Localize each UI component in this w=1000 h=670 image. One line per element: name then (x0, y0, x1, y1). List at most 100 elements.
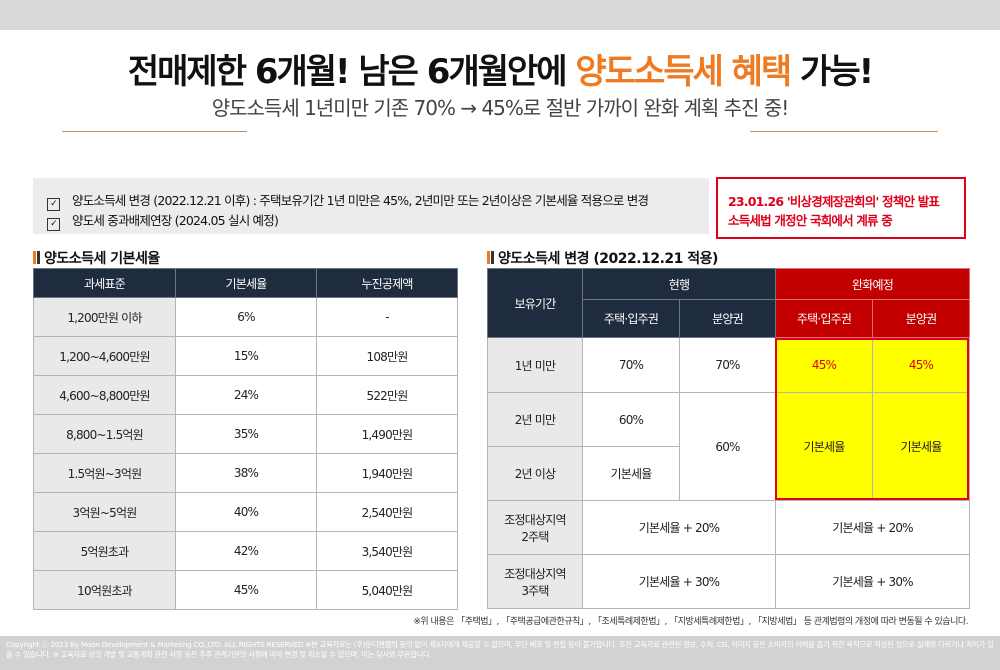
table-row: 1.5억원~3억원 38% 1,940만원 (33, 453, 458, 493)
notes-box: ✓ 양도소득세 변경 (2022.12.21 이후) : 주택보유기간 1년 미만… (33, 178, 709, 234)
planned-rate-cell: 기본세율 + 30% (775, 554, 971, 609)
section-marker-icon (37, 251, 40, 264)
planned-rate-cell: 45% (872, 337, 971, 393)
tax-rate: 45% (175, 570, 317, 610)
tax-rate: 15% (175, 336, 317, 376)
rate-cell: 기본세율 (582, 446, 680, 501)
section-marker-icon (491, 251, 494, 264)
column-header: 분양권 (678, 299, 777, 338)
top-bar (0, 0, 1000, 30)
table-header-row: 과세표준 기본세율 누진공제액 (33, 268, 458, 298)
tax-rate: 38% (175, 453, 317, 493)
label-line: 조정대상지역 (504, 512, 566, 527)
table-row: 3억원~5억원 40% 2,540만원 (33, 492, 458, 532)
period-label: 조정대상지역 3주택 (487, 554, 583, 609)
tax-rate: 24% (175, 375, 317, 415)
deduction: 5,040만원 (316, 570, 458, 610)
tax-bracket: 10억원초과 (33, 570, 176, 610)
title-text-a: 전매제한 6개월! 남은 6개월안에 (127, 52, 576, 92)
tax-bracket: 5억원초과 (33, 531, 176, 571)
period-label: 1년 미만 (487, 337, 583, 393)
copyright-bar: Copyright ⓒ 2023 By Moon Development & M… (0, 636, 1000, 670)
table-header-row: 보유기간 현행 완화예정 (487, 268, 971, 338)
title-highlight: 양도소득세 혜택 (575, 52, 792, 92)
section-title-text: 양도소득세 변경 (2022.12.21 적용) (498, 251, 718, 267)
label-line: 3주택 (521, 583, 549, 598)
column-header-period: 보유기간 (487, 268, 583, 338)
tax-bracket: 8,800~1.5억원 (33, 414, 176, 454)
planned-rate-cell: 기본세율 (775, 392, 874, 501)
label-line: 조정대상지역 (504, 566, 566, 581)
page-subtitle: 양도소득세 1년미만 기존 70% → 45%로 절반 가까이 완화 계획 추진… (211, 96, 790, 120)
note-text: 양도소득세 변경 (2022.12.21 이후) : 주택보유기간 1년 미만은… (72, 193, 649, 208)
column-header: 과세표준 (33, 268, 176, 298)
tax-rate: 35% (175, 414, 317, 454)
rate-cell: 60% (678, 392, 777, 501)
deduction: 1,490만원 (316, 414, 458, 454)
rate-cell: 70% (582, 337, 680, 393)
note-text: 양도세 중과배제연장 (2024.05 실시 예정) (72, 213, 279, 228)
deduction: 108만원 (316, 336, 458, 376)
rate-cell: 70% (678, 337, 777, 393)
planned-rate-cell: 기본세율 + 20% (775, 500, 971, 555)
rate-cell: 60% (582, 392, 680, 447)
planned-rate-cell: 45% (775, 337, 874, 393)
section-marker-icon (33, 251, 36, 264)
section-marker-icon (487, 251, 490, 264)
deduction: 2,540만원 (316, 492, 458, 532)
tax-rate: 40% (175, 492, 317, 532)
tax-rate: 6% (175, 297, 317, 337)
deduction: 522만원 (316, 375, 458, 415)
tax-change-table: 보유기간 현행 완화예정 주택·입주권 분양권 주택·입주권 분양권 1년 미만… (487, 268, 971, 609)
tax-bracket: 3억원~5억원 (33, 492, 176, 532)
table-row: 5억원초과 42% 3,540만원 (33, 531, 458, 571)
column-header: 주택·입주권 (582, 299, 680, 338)
tax-bracket: 1.5억원~3억원 (33, 453, 176, 493)
alert-line-1: 23.01.26 '비상경제장관회의' 정책안 발표 (728, 194, 940, 209)
basic-rate-table: 과세표준 기본세율 누진공제액 1,200만원 이하 6% - 1,200~4,60… (33, 268, 458, 610)
table-row: 2년 미만 60% 60% 기본세율 기본세율 (487, 392, 971, 501)
footnote: ※위 내용은 「주택법」, 「주택공급에관한규칙」, 「조세특례제한법」, 「지… (413, 617, 968, 627)
tax-bracket: 1,200~4,600만원 (33, 336, 176, 376)
table-header-row: 주택·입주권 분양권 주택·입주권 분양권 (488, 299, 971, 338)
alert-line-2: 소득세법 개정안 국회에서 계류 중 (728, 213, 893, 228)
deduction: - (316, 297, 458, 337)
divider-right (750, 131, 938, 132)
label-line: 2주택 (521, 529, 549, 544)
deduction: 3,540만원 (316, 531, 458, 571)
page-title: 전매제한 6개월! 남은 6개월안에 양도소득세 혜택 가능! (0, 44, 1000, 93)
column-header: 누진공제액 (316, 268, 458, 298)
column-header: 분양권 (872, 299, 971, 338)
table-row: 2년 이상 기본세율 (487, 446, 970, 501)
column-header: 주택·입주권 (775, 299, 874, 338)
section-title-change: 양도소득세 변경 (2022.12.21 적용) (487, 248, 718, 268)
policy-alert-box: 23.01.26 '비상경제장관회의' 정책안 발표 소득세법 개정안 국회에서… (716, 177, 966, 239)
section-title-basic-rate: 양도소득세 기본세율 (33, 248, 160, 268)
divider-left (62, 131, 247, 132)
table-row: 조정대상지역 2주택 기본세율 + 20% 기본세율 + 20% (487, 500, 971, 555)
column-header-current: 현행 (581, 268, 777, 300)
note-item: ✓ 양도소득세 변경 (2022.12.21 이후) : 주택보유기간 1년 미만… (47, 190, 649, 211)
period-label: 조정대상지역 2주택 (487, 500, 583, 555)
rate-cell: 기본세율 + 30% (581, 554, 777, 609)
note-item: ✓ 양도세 중과배제연장 (2024.05 실시 예정) (47, 210, 279, 231)
table-row: 1,200만원 이하 6% - (33, 297, 458, 337)
section-title-text: 양도소득세 기본세율 (44, 251, 160, 267)
table-row: 1년 미만 70% 70% 45% 45% (487, 337, 971, 393)
table-row: 10억원초과 45% 5,040만원 (33, 570, 458, 610)
period-label: 2년 이상 (487, 446, 583, 501)
tax-bracket: 4,600~8,800만원 (33, 375, 176, 415)
table-row: 1,200~4,600만원 15% 108만원 (33, 336, 458, 376)
title-text-b: 가능! (790, 52, 874, 92)
rate-cell: 기본세율 + 20% (581, 500, 777, 555)
column-header: 기본세율 (175, 268, 317, 298)
column-header-planned: 완화예정 (775, 268, 971, 300)
planned-rate-cell: 기본세율 (872, 392, 971, 501)
tax-bracket: 1,200만원 이하 (33, 297, 176, 337)
table-row: 4,600~8,800만원 24% 522만원 (33, 375, 458, 415)
checkbox-icon: ✓ (47, 198, 60, 211)
tax-rate: 42% (175, 531, 317, 571)
table-row: 8,800~1.5억원 35% 1,490만원 (33, 414, 458, 454)
table-row: 조정대상지역 3주택 기본세율 + 30% 기본세율 + 30% (487, 554, 971, 609)
deduction: 1,940만원 (316, 453, 458, 493)
